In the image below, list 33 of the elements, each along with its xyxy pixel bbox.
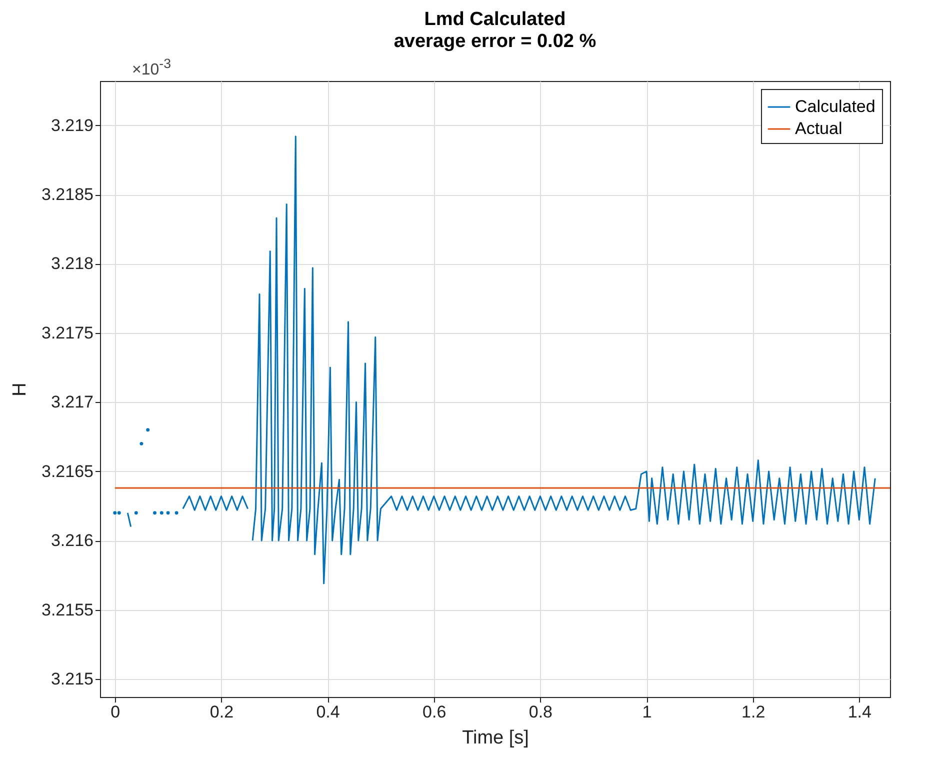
x-tick-label: 0: [110, 702, 120, 722]
y-tick-label: 3.215: [50, 670, 94, 689]
chart-subtitle: average error = 0.02 %: [394, 31, 596, 52]
x-tick-label: 0.2: [210, 702, 234, 722]
y-tick-label: 3.2165: [42, 462, 94, 481]
legend-label: Calculated: [795, 97, 876, 116]
point: [174, 511, 178, 515]
point: [113, 511, 117, 515]
y-tick-label: 3.217: [50, 392, 94, 412]
point: [117, 511, 121, 515]
x-axis-title: Time [s]: [462, 728, 529, 748]
x-tick-label: 1.2: [742, 702, 766, 722]
point: [166, 511, 170, 515]
y-tick-label: 3.2155: [42, 600, 94, 620]
point: [134, 511, 138, 515]
point: [146, 428, 150, 432]
y-tick-label: 3.219: [50, 116, 94, 135]
y-tick-label: 3.2185: [42, 185, 94, 204]
chart-title: Lmd Calculated: [424, 9, 566, 30]
y-tick-label: 3.216: [50, 531, 94, 550]
x-tick-label: 0.4: [316, 702, 340, 722]
point: [160, 511, 164, 515]
point: [140, 442, 144, 446]
legend-label: Actual: [795, 119, 842, 138]
y-tick-label: 3.218: [50, 254, 94, 274]
point: [153, 511, 156, 515]
axis-multiplier: ×10$^{-3}$: [132, 56, 171, 80]
x-tick-label: 1: [642, 702, 652, 722]
y-axis-title: H: [10, 382, 31, 396]
x-tick-label: 0.6: [422, 702, 446, 722]
x-tick-label: 0.8: [528, 702, 553, 722]
y-tick-label: 3.2175: [42, 323, 94, 342]
x-tick-label: 1.4: [848, 702, 872, 722]
